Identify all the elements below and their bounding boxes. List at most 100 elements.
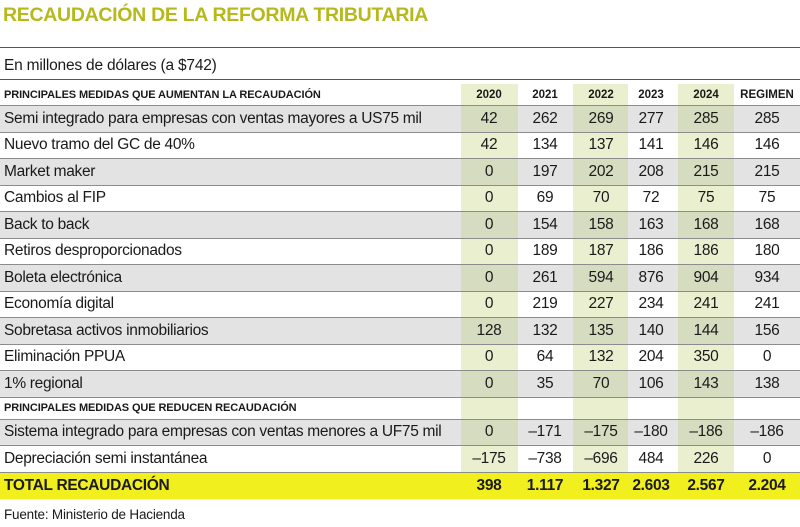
value-cell: 202 — [588, 162, 614, 180]
section-header-row: PRINCIPALES MEDIDAS QUE AUMENTAN LA RECA… — [0, 84, 800, 106]
measure-label: Market maker — [4, 162, 96, 180]
value-cell: –175 — [472, 449, 506, 467]
value-cell: 241 — [693, 295, 719, 313]
value-cell: 219 — [532, 295, 558, 313]
highlight-column-band — [678, 212, 734, 238]
highlight-column-band — [573, 446, 628, 472]
measure-label: Economía digital — [4, 295, 114, 313]
value-cell: 144 — [693, 321, 719, 339]
highlight-column-band — [678, 185, 734, 211]
value-cell: 168 — [693, 215, 719, 233]
highlight-column-band — [573, 419, 628, 445]
value-cell: 146 — [693, 136, 719, 154]
highlight-column-band — [678, 318, 734, 344]
total-label: TOTAL RECAUDACIÓN — [4, 476, 170, 494]
table-row: Sistema integrado para empresas con vent… — [0, 419, 800, 446]
value-cell: 0 — [484, 242, 494, 260]
value-cell: 141 — [638, 136, 664, 154]
value-cell: 75 — [697, 189, 715, 207]
value-cell: 106 — [638, 374, 664, 392]
table-row: Nuevo tramo del GC de 40% 42 134 137 141 146 1… — [0, 132, 800, 159]
highlight-column-band — [573, 238, 628, 264]
value-cell: 0 — [484, 215, 494, 233]
highlight-column-band — [573, 212, 628, 238]
value-cell: 234 — [638, 295, 664, 313]
value-cell: 261 — [532, 268, 558, 286]
total-value: 2.603 — [632, 476, 670, 494]
year-header: REGIMEN — [740, 88, 794, 101]
value-cell: 876 — [638, 268, 664, 286]
total-row: TOTAL RECAUDACIÓN 398 1.117 1.327 2.603 2.567… — [0, 472, 800, 499]
value-cell: 227 — [588, 295, 614, 313]
highlight-column-band — [573, 265, 628, 291]
table-row: Economía digital 0 219 227 234 241 241 — [0, 291, 800, 318]
highlight-column-band — [461, 419, 518, 445]
measure-label: Retiros desproporcionados — [4, 242, 182, 260]
highlight-column-band — [461, 132, 518, 158]
measure-label: Boleta electrónica — [4, 268, 122, 286]
value-cell: 158 — [588, 215, 614, 233]
revenue-table: PRINCIPALES MEDIDAS QUE AUMENTAN LA RECA… — [0, 84, 800, 499]
value-cell: 934 — [754, 268, 780, 286]
value-cell: 215 — [693, 162, 719, 180]
highlight-column-band — [678, 344, 734, 370]
value-cell: 70 — [592, 189, 610, 207]
value-cell: 204 — [638, 348, 664, 366]
value-cell: 146 — [754, 136, 780, 154]
highlight-column-band — [573, 84, 628, 105]
highlight-column-band — [461, 238, 518, 264]
value-cell: –171 — [528, 423, 562, 441]
table-row: Eliminación PPUA 0 64 132 204 350 0 — [0, 344, 800, 371]
value-cell: 269 — [588, 109, 614, 127]
highlight-column-band — [573, 397, 628, 419]
total-value: 1.117 — [526, 476, 564, 494]
measure-label: Eliminación PPUA — [4, 348, 125, 366]
highlight-column-band — [678, 371, 734, 397]
value-cell: 154 — [532, 215, 558, 233]
value-cell: 35 — [536, 374, 554, 392]
value-cell: 0 — [762, 449, 772, 467]
year-header: 2021 — [532, 88, 558, 101]
total-value: 1.327 — [582, 476, 620, 494]
highlight-column-band — [678, 132, 734, 158]
value-cell: 0 — [484, 268, 494, 286]
table-row: Sobretasa activos inmobiliarios 128 132 135… — [0, 318, 800, 345]
value-cell: –186 — [689, 423, 723, 441]
measure-label: Cambios al FIP — [4, 189, 106, 207]
source-note: Fuente: Ministerio de Hacienda — [4, 507, 185, 522]
units-subtitle: En millones de dólares (a $742) — [4, 57, 217, 74]
table-row: Semi integrado para empresas con ventas … — [0, 106, 800, 133]
value-cell: –175 — [584, 423, 618, 441]
table-row: Boleta electrónica 0 261 594 876 904 934 — [0, 265, 800, 292]
highlight-column-band — [461, 159, 518, 185]
value-cell: –180 — [634, 423, 668, 441]
value-cell: 143 — [693, 374, 719, 392]
divider — [0, 79, 800, 80]
highlight-column-band — [678, 446, 734, 472]
value-cell: 70 — [592, 374, 610, 392]
value-cell: 163 — [638, 215, 664, 233]
highlight-column-band — [573, 159, 628, 185]
highlight-column-band — [461, 397, 518, 419]
value-cell: 0 — [484, 162, 494, 180]
value-cell: 180 — [754, 242, 780, 260]
value-cell: 189 — [532, 242, 558, 260]
value-cell: 42 — [480, 136, 498, 154]
table-row: Retiros desproporcionados 0 189 187 186 186 18… — [0, 238, 800, 265]
value-cell: –696 — [584, 449, 618, 467]
highlight-column-band — [461, 371, 518, 397]
measure-label: 1% regional — [4, 374, 83, 392]
value-cell: 138 — [754, 374, 780, 392]
highlight-column-band — [573, 318, 628, 344]
value-cell: 186 — [638, 242, 664, 260]
measure-label: Back to back — [4, 215, 90, 233]
highlight-column-band — [678, 291, 734, 317]
total-value: 398 — [476, 476, 502, 494]
highlight-column-band — [461, 265, 518, 291]
value-cell: 72 — [642, 189, 660, 207]
value-cell: 904 — [693, 268, 719, 286]
highlight-column-band — [461, 212, 518, 238]
value-cell: 226 — [693, 449, 719, 467]
value-cell: –738 — [528, 449, 562, 467]
divider — [0, 47, 800, 48]
